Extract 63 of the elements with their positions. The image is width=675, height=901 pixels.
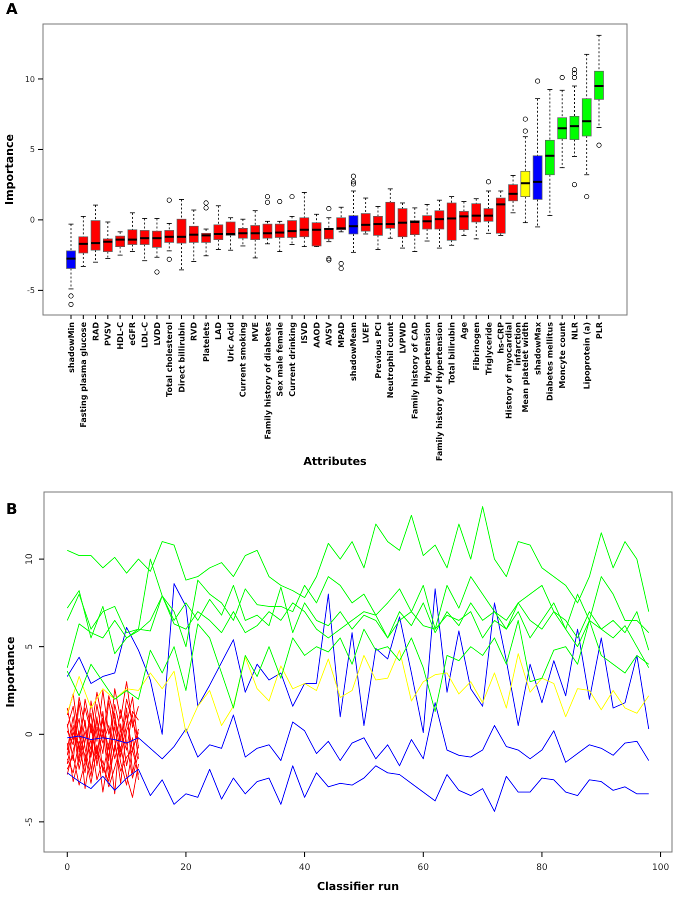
text: A (6, 0, 18, 18)
x-axis-title: Classifier run (316, 880, 400, 893)
x-tick-label: Previous PCI (374, 322, 383, 379)
x-tick-label: PLR (594, 322, 604, 340)
x-tick-label: NLR (570, 322, 580, 340)
x-tick-label: LVPWD (398, 322, 408, 354)
x-tick-label: Platelets (202, 322, 211, 362)
x-tick-label: Diabetes mellitus (546, 322, 555, 401)
x-tick-label: LVDD (152, 322, 162, 346)
x-tick-label: LDL-C (140, 322, 150, 348)
y-tick-label: 0 (30, 216, 35, 225)
x-tick-label: Current smoking (238, 322, 248, 398)
x-tick-label: Sex male female (276, 321, 285, 397)
x-tick-label: HDL-C (116, 322, 125, 350)
x-tick-label: AAOD (312, 322, 322, 348)
x-tick-label: AVSV (324, 321, 334, 346)
x-tick-label: Age (460, 321, 469, 340)
x-tick-label: Lipoprotein (a) (582, 322, 592, 390)
x-tick-label: Moncyte count (558, 322, 567, 389)
y-axis-title: Importance (4, 636, 17, 708)
y-tick-label: 10 (24, 74, 35, 84)
x-tick-label: Family history of CAD (410, 322, 420, 420)
x-tick-label: shadowMax (533, 321, 542, 375)
x-tick-label: LAD (214, 322, 224, 340)
x-tick-label: Total cholesterol (165, 322, 174, 397)
x-tick-label: 80 (536, 863, 548, 873)
y-tick-label: 5 (30, 145, 35, 154)
x-tick-label: LVEF (362, 322, 370, 344)
x-tick-label: 60 (418, 863, 430, 873)
y-tick-label: 10 (25, 553, 35, 565)
x-tick-label: Uric Acid (226, 322, 236, 362)
x-tick-label: hs-CRP (496, 322, 506, 354)
x-tick-label: ISVD (300, 322, 310, 344)
x-tick-label: RVD (190, 322, 199, 341)
x-tick-label: 0 (64, 863, 70, 873)
x-tick-label: Fasting plasma glucose (79, 321, 88, 428)
x-tick-label: Hypertension (422, 322, 432, 383)
x-tick-label: shadowMin (66, 322, 76, 373)
x-tick-label: Total bilirubin (447, 322, 456, 384)
x-tick-label: PVSV (104, 321, 113, 346)
y-axis-title: Importance (3, 134, 16, 205)
x-tick-label: Family history of diabetes (263, 322, 272, 440)
x-tick-label: Mean platelet width (521, 322, 530, 413)
x-tick-label: MVE (250, 322, 260, 342)
x-tick-label: shadowMean (349, 322, 358, 381)
y-tick-label: 0 (25, 731, 35, 738)
x-axis-title: Attributes (303, 455, 368, 468)
x-tick-label: Fibrinogen (472, 322, 482, 371)
x-tick-label: RAD (91, 322, 100, 341)
x-tick-label: Triglyceride (484, 321, 494, 375)
x-tick-label: 20 (180, 863, 192, 873)
x-tick-label: 100 (652, 863, 670, 873)
x-tick-label: Direct billirubin (177, 322, 186, 393)
x-tick-label: 40 (298, 863, 311, 873)
y-tick-label: -5 (25, 817, 35, 826)
x-tick-label: Family history of Hypertension (435, 322, 444, 462)
x-tick-label: eGFR (128, 322, 138, 346)
y-tick-label: 5 (25, 644, 35, 650)
x-tick-label: MPAD (336, 322, 346, 348)
x-tick-label: Current drinking (288, 322, 297, 397)
x-tick-label: Neutrophil count (386, 322, 396, 398)
text: B (6, 500, 18, 518)
y-tick-label: -5 (27, 286, 35, 296)
